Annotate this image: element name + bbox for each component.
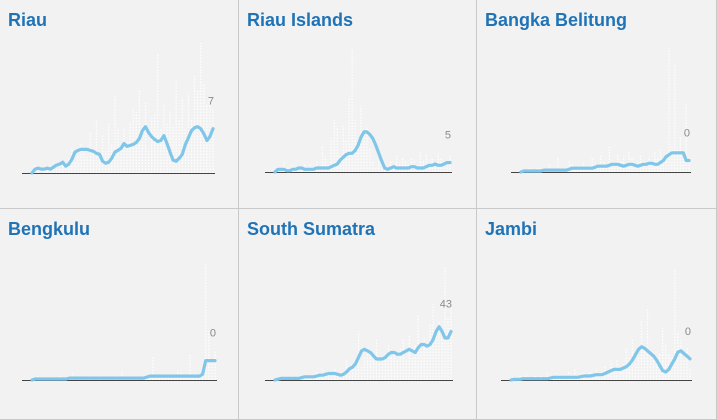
chart-plot: 5 [265,49,452,174]
end-value-label: 5 [445,130,451,142]
chart-title: Riau [8,10,48,30]
chart-panel-riau: Riau 7 [0,0,239,209]
chart-title: Bengkulu [8,219,91,239]
end-value-label: 0 [685,326,691,338]
end-value-label: 0 [684,127,690,139]
end-value-label: 43 [440,299,452,311]
trend-line [273,130,452,174]
end-value-label: 0 [210,328,216,340]
trend-line [30,359,217,382]
chart-plot: 0 [22,263,217,382]
trend-line [30,125,215,175]
trend-line [509,345,692,382]
chart-title: Riau Islands [247,10,354,30]
chart-panel-south-sumatra: South Sumatra 43 [239,209,477,420]
chart-title: Bangka Belitung [485,10,628,30]
trend-line [519,151,691,174]
chart-panel-bangka-belitung: Bangka Belitung 0 [477,0,717,209]
chart-title: Jambi [485,219,538,239]
end-value-label: 7 [208,96,214,108]
chart-plot: 7 [22,43,215,175]
chart-panel-bengkulu: Bengkulu 0 [0,209,239,420]
trend-line [273,325,453,382]
chart-plot: 0 [511,46,691,174]
chart-title: South Sumatra [247,219,376,239]
chart-plot: 43 [265,266,453,382]
chart-panel-jambi: Jambi 0 [477,209,717,420]
chart-panel-riau-islands: Riau Islands 5 [239,0,477,209]
chart-plot: 0 [501,268,692,382]
